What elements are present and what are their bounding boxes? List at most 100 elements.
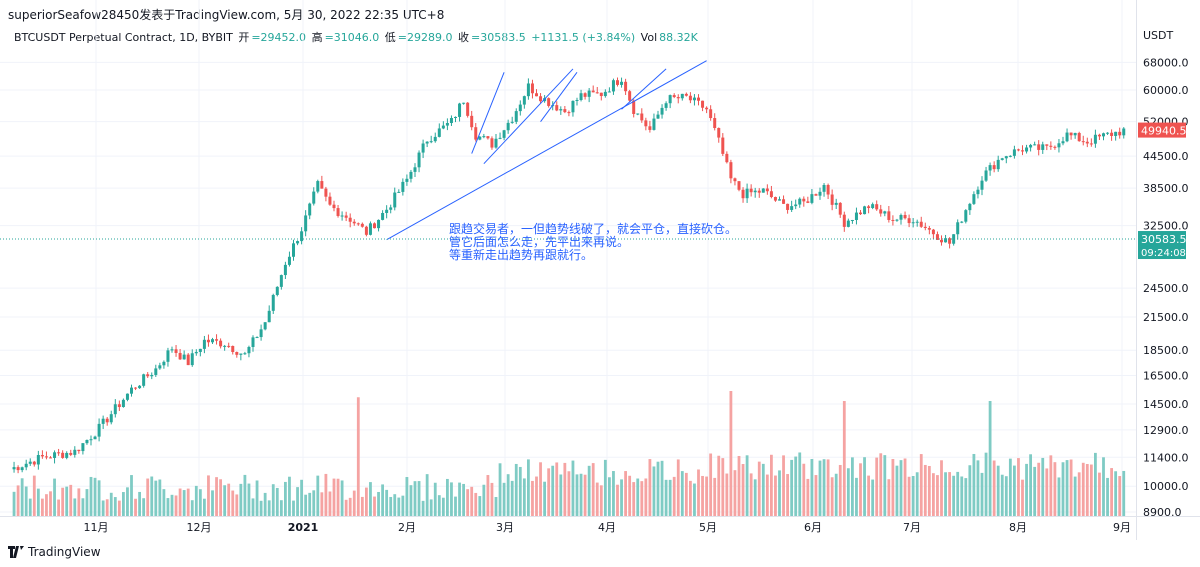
volume-bar [1106, 477, 1109, 516]
time-tick-label: 7月 [903, 521, 921, 534]
volume-bar [1102, 457, 1105, 516]
volume-bar [332, 478, 336, 516]
candle-body [328, 196, 332, 205]
volume-bar [154, 480, 158, 516]
candle-body [522, 96, 526, 105]
volume-bar [749, 473, 753, 516]
volume-bar [32, 475, 36, 516]
candle-body [867, 206, 871, 209]
volume-bar [207, 475, 210, 516]
volume-bar [85, 489, 89, 516]
volume-bar [697, 469, 700, 516]
candle-body [81, 443, 85, 452]
candles [12, 77, 1126, 474]
candle-body [1118, 131, 1122, 136]
volume-bar [879, 453, 883, 516]
volume-bar [393, 494, 397, 516]
volume-bar [259, 500, 263, 516]
candle-body [320, 181, 324, 189]
candle-body [628, 91, 632, 101]
volume-bar [608, 477, 611, 516]
volume-bar [846, 468, 850, 516]
candle-body [620, 81, 624, 85]
candle-body [69, 452, 73, 455]
price-tick-label: 14500.0 [1143, 398, 1189, 411]
candle-body [417, 152, 421, 168]
volume-bar [555, 462, 559, 516]
volume-bar [344, 499, 348, 516]
close-label: 收 [458, 31, 469, 44]
candle-body [332, 204, 336, 209]
time-tick-label: 5月 [699, 521, 717, 534]
volume-bar [462, 483, 465, 516]
candle-body [1073, 132, 1077, 136]
candle-body [1061, 141, 1065, 144]
candle-body [206, 339, 210, 343]
candle-body [211, 339, 214, 343]
candle-body [134, 387, 138, 389]
volume-bar [794, 456, 798, 516]
candle-body [348, 217, 352, 222]
candle-body [215, 339, 219, 341]
candle-body [611, 80, 615, 92]
candle-body [587, 90, 591, 97]
candle-body [514, 111, 518, 122]
candle-body [773, 197, 777, 201]
volume-bar [49, 491, 52, 516]
candle-body [73, 449, 77, 455]
volume-bar [12, 491, 16, 516]
candle-body [895, 219, 899, 221]
candle-body [964, 210, 968, 222]
candle-body [1000, 158, 1004, 160]
candle-body [996, 159, 1000, 170]
symbol-name[interactable]: BTCUSDT Perpetual Contract, 1D, BYBIT [14, 31, 233, 44]
candle-body [1069, 132, 1073, 136]
volume-bar [1029, 454, 1032, 516]
volume-bar [243, 474, 247, 516]
candle-body [279, 275, 283, 287]
volume-bar [1053, 462, 1057, 516]
candle-body [903, 214, 907, 219]
candle-body [518, 104, 522, 112]
volume-bar [1118, 476, 1122, 516]
time-tick-label: 6月 [804, 521, 822, 534]
volume-bar [761, 463, 765, 516]
chart-annotation[interactable]: 跟趋交易者，一但趋势线破了，就会平仓，直接砍仓。 管它后面怎么走，先平出来再说。… [449, 223, 737, 262]
candle-body [883, 211, 887, 214]
candle-body [644, 120, 648, 127]
candle-body [1089, 143, 1093, 145]
volume-bar [506, 474, 510, 516]
volume-bar [705, 476, 708, 516]
volume-bar [89, 476, 93, 516]
volume-bar [336, 478, 340, 516]
volume-bar [684, 472, 688, 516]
volume-bar [668, 479, 672, 516]
candle-body [972, 194, 976, 204]
volume-bar [774, 475, 777, 516]
price-tick-label: 32500.0 [1143, 220, 1189, 233]
volume-bar [693, 483, 696, 516]
footer-brand[interactable]: TradingView [8, 545, 101, 559]
candle-body [186, 354, 190, 366]
candle-body [316, 181, 320, 192]
volume-bar [421, 500, 425, 516]
volume-bar [559, 474, 563, 516]
volume-bar [117, 500, 121, 516]
candle-body [449, 117, 453, 124]
volume-bar [409, 485, 413, 516]
volume-bar [927, 465, 931, 516]
brand-name: TradingView [28, 545, 101, 559]
candle-body [563, 109, 567, 113]
annotation-line-2: 管它后面怎么走，先平出来再说。 [449, 235, 630, 249]
volume-bar [911, 476, 915, 516]
volume-bar [551, 465, 555, 516]
vol-label: Vol [640, 31, 658, 44]
candle-body [308, 203, 312, 216]
volume-bar [122, 492, 125, 516]
volume-bar [1045, 468, 1049, 516]
volume-bar [1061, 462, 1065, 516]
volume-bar [992, 460, 996, 516]
volume-bar [437, 495, 441, 516]
volume-bar [292, 500, 295, 516]
